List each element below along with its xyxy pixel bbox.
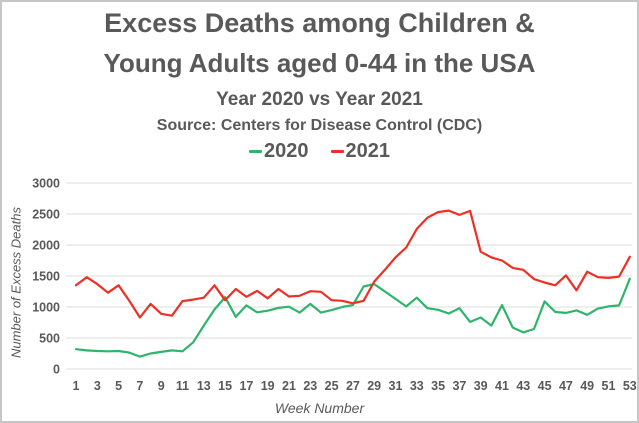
x-tick-label-21: 21	[282, 379, 296, 393]
x-tick-label-15: 15	[218, 379, 232, 393]
x-tick-label-7: 7	[136, 379, 143, 393]
x-tick-label-45: 45	[538, 379, 552, 393]
legend-label-2020: 2020	[264, 140, 309, 162]
x-tick-label-3: 3	[94, 379, 101, 393]
x-tick-label-23: 23	[303, 379, 317, 393]
y-tick-label-2500: 2500	[32, 208, 60, 222]
x-tick-label-41: 41	[495, 379, 509, 393]
x-tick-label-17: 17	[239, 379, 253, 393]
x-tick-label-5: 5	[115, 379, 122, 393]
legend-item-2021: 2021	[330, 140, 391, 163]
legend-item-2020: 2020	[249, 140, 309, 163]
x-tick-label-27: 27	[346, 379, 360, 393]
x-tick-label-11: 11	[176, 379, 189, 393]
y-tick-label-3000: 3000	[32, 177, 60, 191]
legend: 2020 2021	[2, 140, 637, 163]
x-tick-label-29: 29	[367, 379, 381, 393]
chart-title-line-1: Excess Deaths among Children &	[104, 8, 535, 38]
series-line-2020	[74, 277, 631, 358]
chart-title-line-2: Young Adults aged 0-44 in the USA	[103, 48, 536, 78]
x-tick-label-37: 37	[452, 379, 466, 393]
x-tick-label-9: 9	[158, 379, 165, 393]
x-tick-label-31: 31	[389, 379, 403, 393]
x-tick-label-35: 35	[431, 379, 445, 393]
x-tick-label-1: 1	[73, 379, 80, 393]
x-tick-label-25: 25	[325, 379, 339, 393]
x-tick-label-49: 49	[580, 379, 594, 393]
x-axis-title: Week Number	[274, 400, 365, 416]
x-tick-label-13: 13	[197, 379, 211, 393]
x-tick-label-33: 33	[410, 379, 424, 393]
y-tick-label-0: 0	[53, 363, 60, 377]
y-tick-label-500: 500	[39, 332, 60, 346]
chart-subtitle: Year 2020 vs Year 2021	[216, 89, 423, 110]
y-axis-title: Number of Excess Deaths	[8, 207, 24, 359]
x-tick-label-51: 51	[602, 379, 616, 393]
legend-label-2021: 2021	[345, 140, 391, 162]
x-tick-label-19: 19	[261, 379, 275, 393]
y-tick-label-2000: 2000	[32, 239, 60, 253]
x-tick-label-47: 47	[559, 379, 573, 393]
y-tick-label-1500: 1500	[32, 270, 60, 284]
x-tick-label-53: 53	[623, 379, 637, 393]
y-tick-label-1000: 1000	[32, 301, 60, 315]
x-tick-label-39: 39	[474, 379, 488, 393]
legend-line-marker-2020-icon	[249, 150, 262, 153]
x-tick-label-43: 43	[516, 379, 530, 393]
series-line-2021	[74, 209, 631, 319]
legend-line-marker-2021-icon	[330, 150, 344, 153]
chart-source-note: Source: Centers for Disease Control (CDC…	[156, 117, 483, 134]
